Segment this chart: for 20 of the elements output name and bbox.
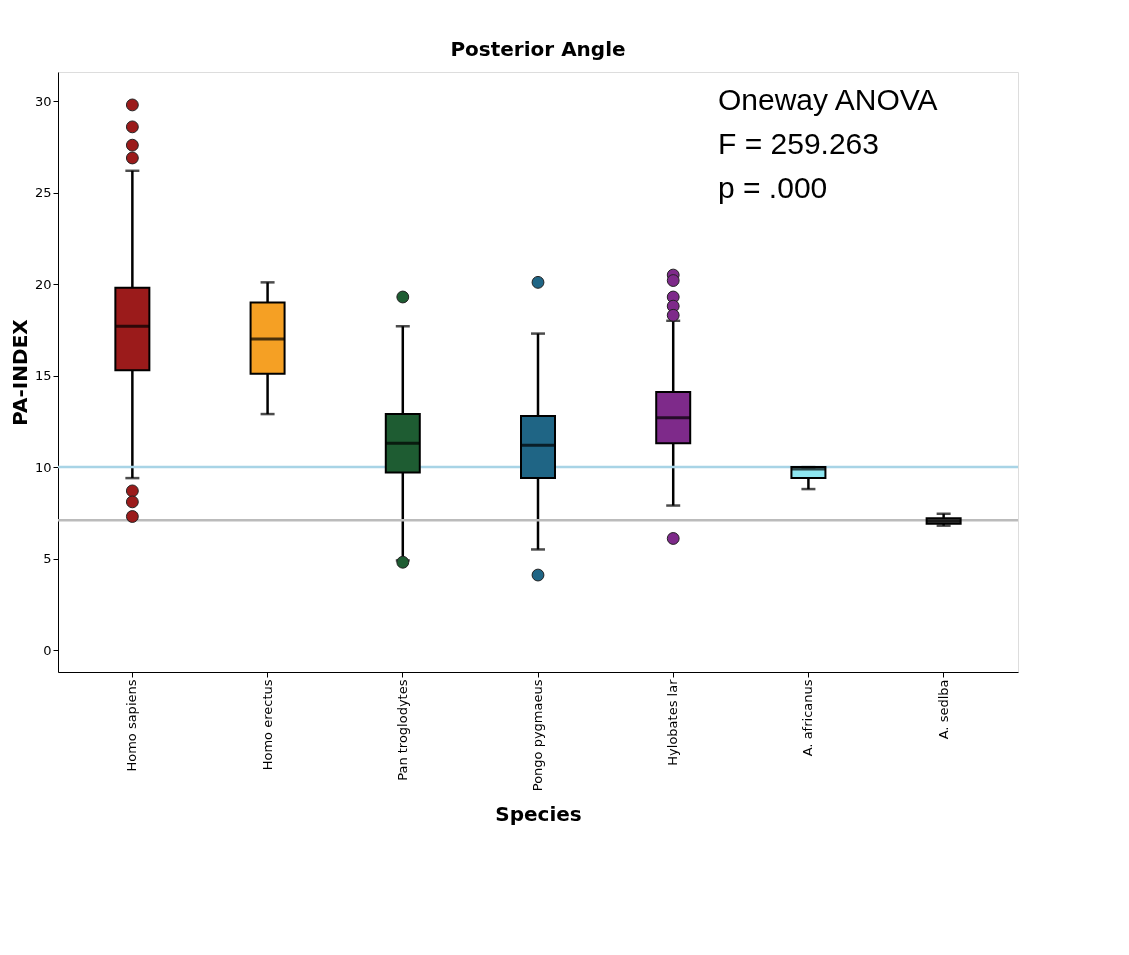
x-axis-title: Species [495,802,582,827]
y-tick-label: 25 [34,185,52,201]
y-axis-title: PA-INDEX [7,318,32,426]
x-tick-label: Hylobates lar [665,678,681,766]
y-tick-label: 5 [43,551,52,567]
x-tick-label: A. africanus [800,679,816,757]
annotation: Oneway ANOVA [718,83,938,116]
y-tick-label: 20 [34,276,52,292]
y-tick-label: 10 [34,459,52,475]
annotation: F = 259.263 [718,127,879,160]
y-tick-label: 0 [43,642,52,658]
x-tick-label: Homo sapiens [124,679,140,772]
y-tick-label: 30 [34,93,52,109]
y-tick-label: 15 [34,368,52,384]
x-tick-label: Pan troglodytes [394,679,410,781]
annotation: p = .000 [718,171,828,204]
x-tick-label: Homo erectus [259,679,275,771]
chart-title: Posterior Angle [450,37,626,61]
x-tick-label: Pongo pygmaeus [530,679,545,792]
x-tick-label: A. sedlba [935,679,951,740]
